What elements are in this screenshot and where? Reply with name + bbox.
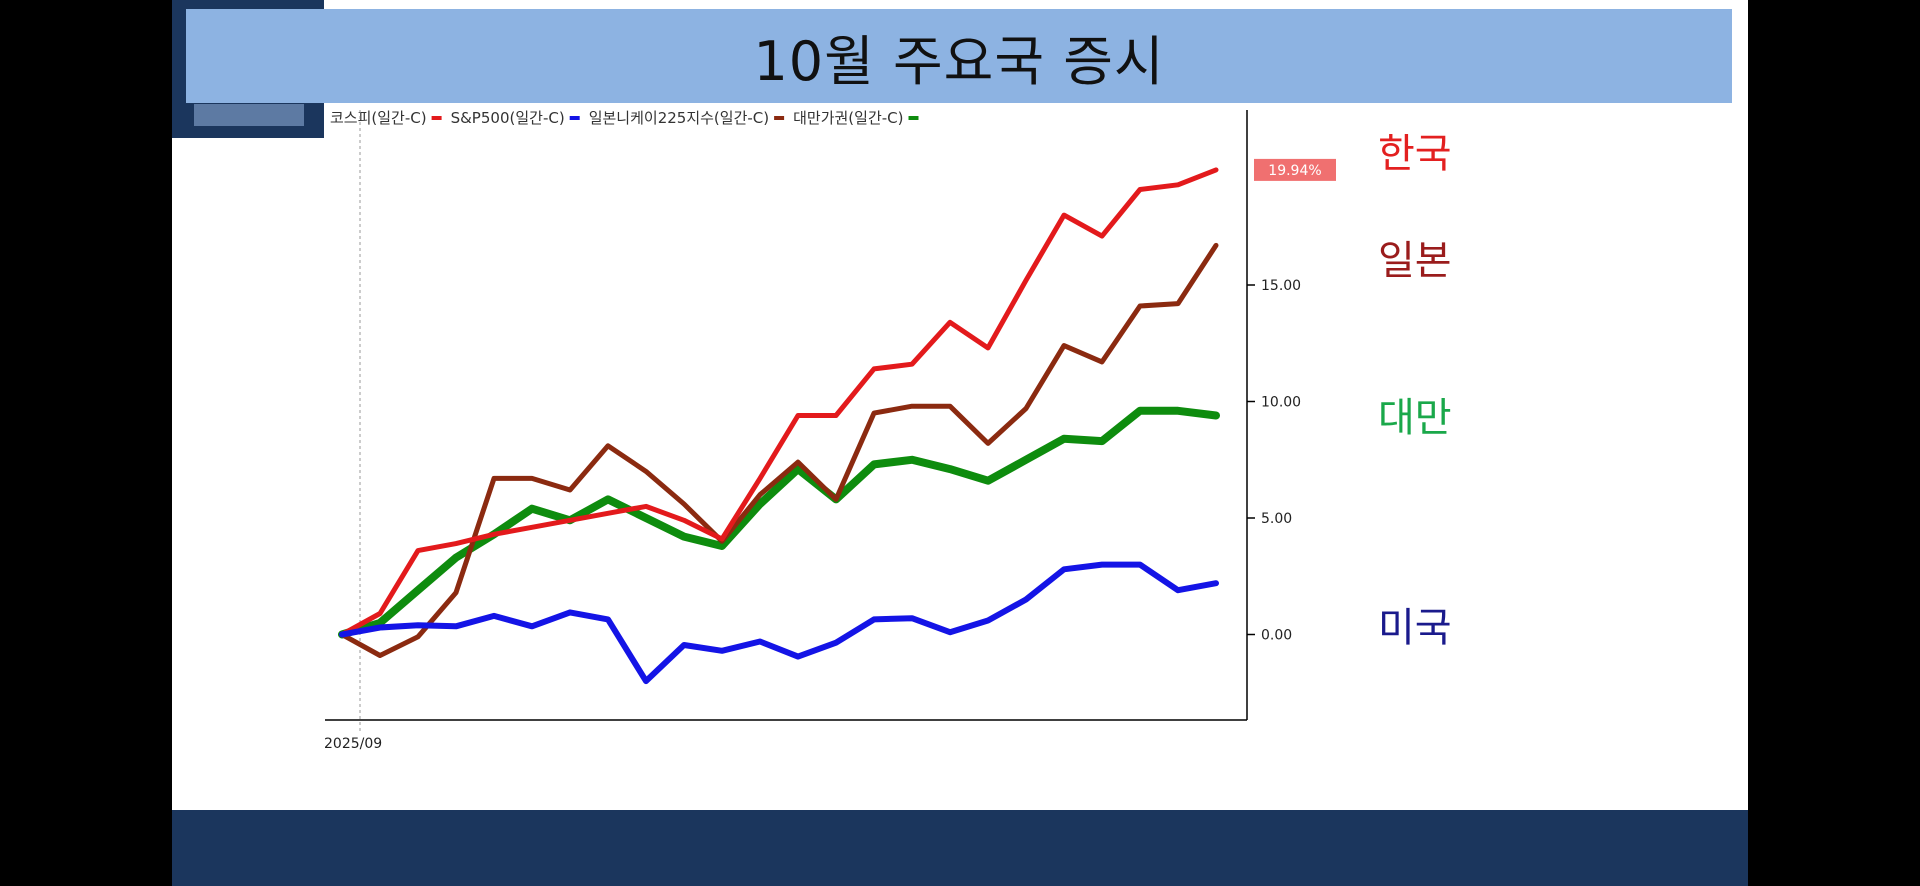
legend-entry-label: 대만가권(일간-C)	[793, 109, 903, 127]
legend-entry-label: 일본니케이225지수(일간-C)	[589, 109, 769, 127]
value-badge-label: 19.94%	[1268, 163, 1321, 179]
label-japan: 일본	[1378, 238, 1452, 284]
legend-entry-label: 코스피(일간-C)	[330, 109, 427, 127]
corner-decoration-inner	[194, 104, 304, 126]
bottom-band	[172, 810, 1748, 886]
line-chart: 코스피(일간-C) S&P500(일간-C) 일본니케이225지수(일간-C) 대만가…	[324, 109, 1336, 752]
y-tick-label: 5.00	[1261, 511, 1292, 527]
series-line-usa	[339, 561, 1219, 685]
series-line-korea	[339, 167, 1219, 637]
x-axis-tick-label: 2025/09	[324, 736, 382, 752]
slide: 코스피(일간-C) S&P500(일간-C) 일본니케이225지수(일간-C) 대만가…	[172, 0, 1748, 886]
y-tick-label: 0.00	[1261, 628, 1292, 644]
label-usa: 미국	[1378, 605, 1452, 651]
series-line-japan	[339, 242, 1219, 658]
value-badge-box	[1254, 158, 1336, 181]
chart-legend: 코스피(일간-C) S&P500(일간-C) 일본니케이225지수(일간-C) 대만가…	[330, 109, 919, 127]
title-bar: 10월 주요국 증시	[186, 9, 1732, 103]
value-badge: 19.94%	[1254, 158, 1336, 181]
legend-entry-label: S&P500(일간-C)	[451, 109, 565, 127]
y-tick-label: 10.00	[1261, 395, 1301, 411]
chart-series	[338, 167, 1220, 685]
label-taiwan: 대만	[1378, 395, 1452, 441]
y-axis-ticks: 0.00 5.00 10.00 15.00	[1247, 278, 1301, 644]
y-tick-label: 15.00	[1261, 278, 1301, 294]
page-title: 10월 주요국 증시	[753, 29, 1165, 93]
label-korea: 한국	[1378, 131, 1452, 177]
